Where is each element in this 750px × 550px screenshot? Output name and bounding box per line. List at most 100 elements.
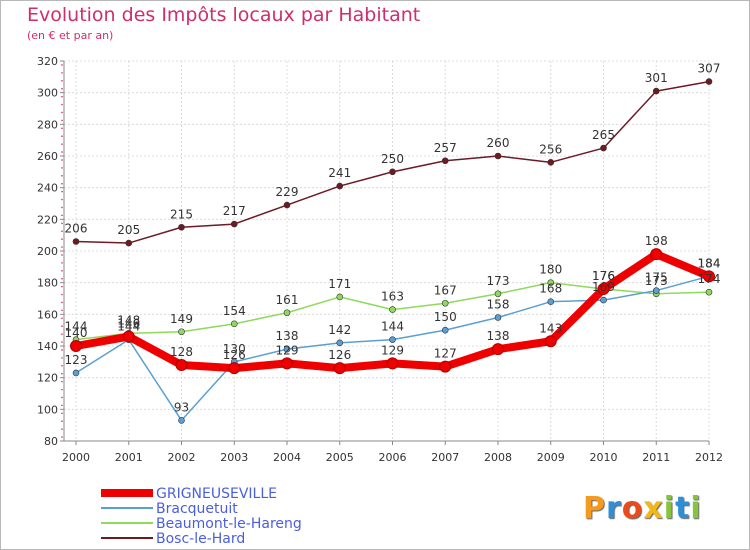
y-minor-tick (61, 325, 63, 328)
y-minor-tick (61, 190, 63, 193)
legend-label-grigneuseville: GRIGNEUSEVILLE (156, 486, 277, 502)
y-minor-tick (61, 167, 63, 169)
data-label-bracquetuit: 169 (592, 280, 615, 294)
point-bosc-le-hard (705, 78, 713, 85)
point-bracquetuit (336, 339, 344, 347)
y-minor-tick (61, 341, 63, 343)
point-bosc-le-hard (547, 159, 555, 166)
y-minor-tick (61, 135, 63, 138)
point-beaumont-le-hareng (178, 328, 185, 336)
x-tick-label: 2011 (642, 451, 670, 464)
data-label-beaumont-le-hareng: 173 (487, 274, 510, 288)
y-tick-label: 280 (37, 118, 58, 131)
x-tick-label: 2000 (62, 451, 90, 464)
x-tick-label: 2002 (168, 451, 196, 464)
x-tick-label: 2003 (220, 451, 248, 464)
y-minor-tick (61, 428, 63, 430)
point-grigneuseville (281, 357, 293, 370)
y-tick-label: 300 (37, 87, 58, 100)
y-tick-label: 320 (37, 55, 58, 68)
data-label-beaumont-le-hareng: 173 (645, 274, 668, 288)
y-minor-tick (61, 159, 63, 161)
x-tick-label: 2007 (431, 451, 459, 464)
data-label-grigneuseville: 146 (117, 317, 140, 331)
y-minor-tick (61, 103, 63, 106)
axes: 80 100 120 140 160 180 200 220 240 260 280 300 320 20… (37, 55, 723, 464)
point-bracquetuit (547, 298, 555, 305)
logo-letter: o (621, 491, 644, 526)
y-minor-tick (61, 119, 63, 122)
point-bosc-le-hard (652, 87, 660, 95)
point-bracquetuit (178, 417, 185, 424)
point-beaumont-le-hareng (389, 306, 396, 313)
point-grigneuseville (439, 360, 452, 373)
logo-letter: x (643, 491, 664, 526)
y-tick-label: 200 (37, 245, 58, 258)
data-label-bosc-le-hard: 206 (65, 222, 88, 236)
y-minor-tick (61, 420, 63, 423)
y-minor-tick (61, 364, 63, 367)
data-label-bosc-le-hard: 205 (117, 223, 140, 237)
legend-label-beaumont-le-hareng: Beaumont-le-Hareng (156, 516, 302, 532)
x-tick-label: 2012 (695, 451, 723, 464)
data-label-bosc-le-hard: 265 (592, 128, 615, 142)
point-bosc-le-hard (125, 239, 133, 247)
data-label-beaumont-le-hareng: 171 (328, 277, 351, 291)
logo-letter: P (583, 491, 606, 526)
x-tick-label: 2004 (273, 451, 301, 464)
data-label-grigneuseville: 198 (645, 234, 668, 248)
point-grigneuseville (544, 335, 557, 348)
y-minor-tick (61, 404, 63, 407)
point-grigneuseville (175, 359, 188, 371)
y-minor-tick (61, 214, 63, 217)
point-grigneuseville (333, 362, 346, 375)
data-label-grigneuseville: 176 (592, 269, 615, 283)
point-beaumont-le-hareng (494, 290, 502, 298)
y-minor-tick (61, 230, 63, 233)
point-bosc-le-hard (600, 144, 607, 152)
y-minor-tick (61, 143, 63, 145)
data-label-bracquetuit: 150 (434, 310, 457, 324)
data-label-bosc-le-hard: 215 (170, 207, 193, 221)
data-label-grigneuseville: 143 (539, 321, 562, 335)
chart-title: Evolution des Impôts locaux par Habitant (27, 4, 421, 26)
logo-letter: i (690, 491, 702, 526)
point-grigneuseville (70, 340, 82, 352)
data-label-beaumont-le-hareng: 144 (65, 320, 88, 334)
point-bracquetuit (389, 336, 396, 343)
logo-letter: i (663, 491, 676, 526)
point-bracquetuit (652, 287, 660, 294)
point-beaumont-le-hareng (283, 309, 291, 317)
point-bosc-le-hard (494, 152, 502, 160)
data-label-bracquetuit: 93 (174, 400, 189, 414)
data-label-bosc-le-hard: 256 (539, 142, 562, 156)
data-label-grigneuseville: 126 (328, 348, 351, 362)
data-label-bosc-le-hard: 260 (487, 136, 510, 150)
y-minor-tick (61, 388, 63, 391)
point-bosc-le-hard (389, 168, 396, 176)
point-bracquetuit (600, 296, 607, 304)
y-minor-tick (61, 333, 63, 335)
point-bosc-le-hard (72, 238, 80, 245)
data-label-bracquetuit: 144 (117, 320, 140, 334)
x-tick-label: 2009 (537, 451, 565, 464)
data-label-grigneuseville: 129 (276, 343, 299, 357)
x-tick-label: 2006 (379, 451, 407, 464)
y-minor-tick (61, 64, 63, 66)
x-tick-label: 2001 (115, 451, 143, 464)
y-tick-label: 160 (37, 308, 58, 321)
proxiti-logo: Proxiti (583, 491, 702, 526)
y-minor-tick (61, 72, 63, 74)
y-minor-tick (61, 127, 63, 130)
data-label-beaumont-le-hareng: 174 (698, 272, 721, 286)
grid (64, 60, 710, 442)
data-label-bracquetuit: 175 (645, 271, 668, 285)
data-label-grigneuseville: 129 (381, 343, 404, 357)
y-minor-tick (61, 349, 63, 351)
point-beaumont-le-hareng (547, 279, 555, 286)
data-label-bosc-le-hard: 217 (223, 204, 246, 218)
y-minor-tick (61, 357, 63, 359)
data-label-grigneuseville: 128 (170, 345, 193, 359)
